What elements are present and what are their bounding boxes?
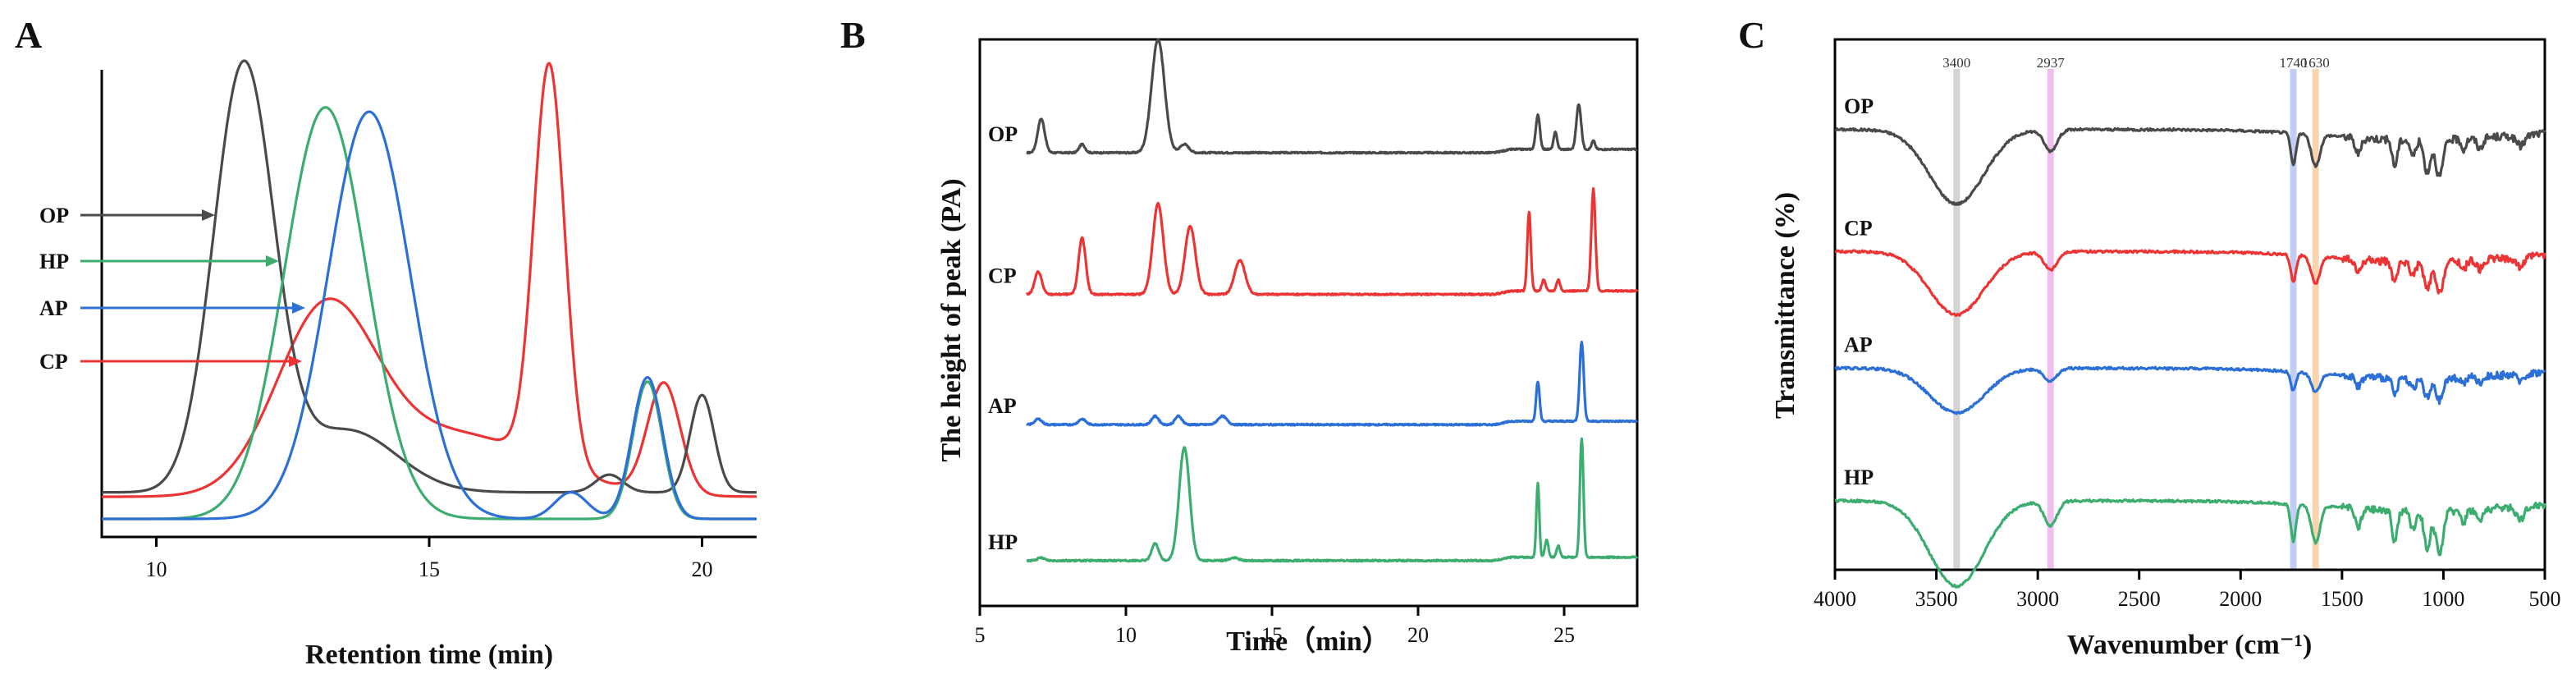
panel-c-curves: [1834, 126, 2546, 589]
panel-b: B 5 10 15 20 25 OP CP AP HP Time（min） The heigh…: [840, 14, 1639, 657]
panel-c-band-1740: [2290, 69, 2297, 570]
panel-c-label-hp: HP: [1844, 466, 1874, 489]
panel-b-xtick-label: 20: [1407, 623, 1429, 647]
panel-a-series-op-line: [101, 59, 757, 494]
panel-c-label: C: [1738, 14, 1765, 56]
panel-a-label-cp: CP: [39, 350, 68, 374]
panel-c-series-labels: OP CP AP HP: [1844, 94, 1874, 489]
panel-c-series-cp-line: [1834, 249, 2546, 317]
panel-c-band-3400: [1953, 69, 1961, 570]
panel-a: A 10 15 20 OP HP AP CP Retention time (min): [15, 14, 757, 670]
panel-a-label-op: OP: [39, 204, 69, 227]
panel-c-band-2937: [2047, 69, 2054, 570]
panel-c-xtick-label: 1000: [2422, 587, 2464, 611]
panel-c-band-label: 1740: [2280, 55, 2308, 71]
panel-a-arrow-cp-head: [289, 356, 302, 367]
panel-b-series-labels: OP CP AP HP: [988, 122, 1018, 554]
panel-a-axes: [100, 70, 757, 539]
panel-b-series-op-line: [1026, 38, 1638, 155]
panel-b-ylabel: The height of peak (PA): [936, 178, 967, 461]
panel-a-xtick-label: 10: [146, 557, 167, 581]
panel-a-curves: [101, 59, 757, 521]
panel-a-series-hp-line: [101, 106, 757, 521]
panel-a-series-ap-line: [101, 110, 757, 521]
panel-c-label-ap: AP: [1844, 333, 1873, 357]
panel-b-series-cp-line: [1025, 187, 1639, 296]
panel-b-curves: [1025, 38, 1639, 563]
panel-c-band-label: 1630: [2302, 55, 2330, 71]
panel-a-label-ap: AP: [39, 296, 68, 320]
panel-c-xlabel: Wavenumber (cm⁻¹): [2067, 630, 2313, 660]
panel-b-label-op: OP: [988, 122, 1018, 146]
panel-c-band-label: 3400: [1942, 55, 1970, 71]
panel-c-label-cp: CP: [1844, 216, 1873, 240]
panel-c-xtick-label: 2000: [2219, 587, 2262, 611]
panel-b-series-hp-line: [1026, 437, 1639, 563]
panel-b-xtick-label: 5: [975, 623, 986, 647]
panel-b-frame: [978, 38, 1639, 608]
panel-c-frame: [1833, 38, 2546, 571]
panel-c-series-op-line: [1834, 126, 2546, 206]
panel-a-xlabel: Retention time (min): [305, 640, 553, 670]
panel-b-xlabel: Time（min）: [1226, 625, 1390, 657]
panel-b-series-ap-line: [1026, 340, 1639, 427]
panel-a-series-cp-line: [101, 62, 757, 498]
panel-c-series-ap-line: [1834, 365, 2546, 415]
panel-a-arrow-hp-head: [266, 255, 279, 267]
panel-c-band-1630: [2312, 69, 2319, 570]
panel-a-xtick-label: 20: [692, 557, 713, 581]
panel-c-xtick-label: 4000: [1814, 587, 1856, 611]
panel-c-ylabel: Transmittance (%): [1770, 192, 1800, 419]
panel-c-xtick-label: 500: [2529, 587, 2561, 611]
panel-b-label-cp: CP: [988, 264, 1017, 288]
panel-a-arrow-ap-head: [292, 302, 305, 314]
panel-b-xtick-label: 15: [1261, 623, 1283, 647]
panel-c-xtick-label: 1500: [2321, 587, 2363, 611]
panel-a-ticks: 10 15 20: [146, 537, 713, 581]
panel-a-label: A: [15, 14, 42, 56]
panel-b-ticks: 5 10 15 20 25: [975, 606, 1575, 647]
panel-b-label: B: [840, 14, 866, 56]
panel-a-arrow-op-head: [202, 209, 215, 221]
panel-a-xtick-label: 15: [419, 557, 440, 581]
panel-c-xtick-label: 3000: [2016, 587, 2059, 611]
panel-b-xtick-label: 10: [1115, 623, 1137, 647]
panel-b-label-hp: HP: [988, 530, 1018, 554]
panel-a-label-hp: HP: [39, 250, 69, 273]
panel-b-label-ap: AP: [988, 394, 1017, 418]
panel-c-band-label: 2937: [2037, 55, 2066, 71]
panel-c-ticks: 4000 3500 3000 2500 2000 1500 1000 500: [1814, 570, 2561, 611]
panel-c-series-hp-line: [1834, 498, 2546, 589]
panel-c-label-op: OP: [1844, 94, 1874, 118]
panel-b-xtick-label: 25: [1553, 623, 1575, 647]
panel-c-xtick-label: 2500: [2118, 587, 2161, 611]
panel-c-xtick-label: 3500: [1915, 587, 1958, 611]
panel-a-arrow-labels: OP HP AP CP: [39, 204, 305, 374]
